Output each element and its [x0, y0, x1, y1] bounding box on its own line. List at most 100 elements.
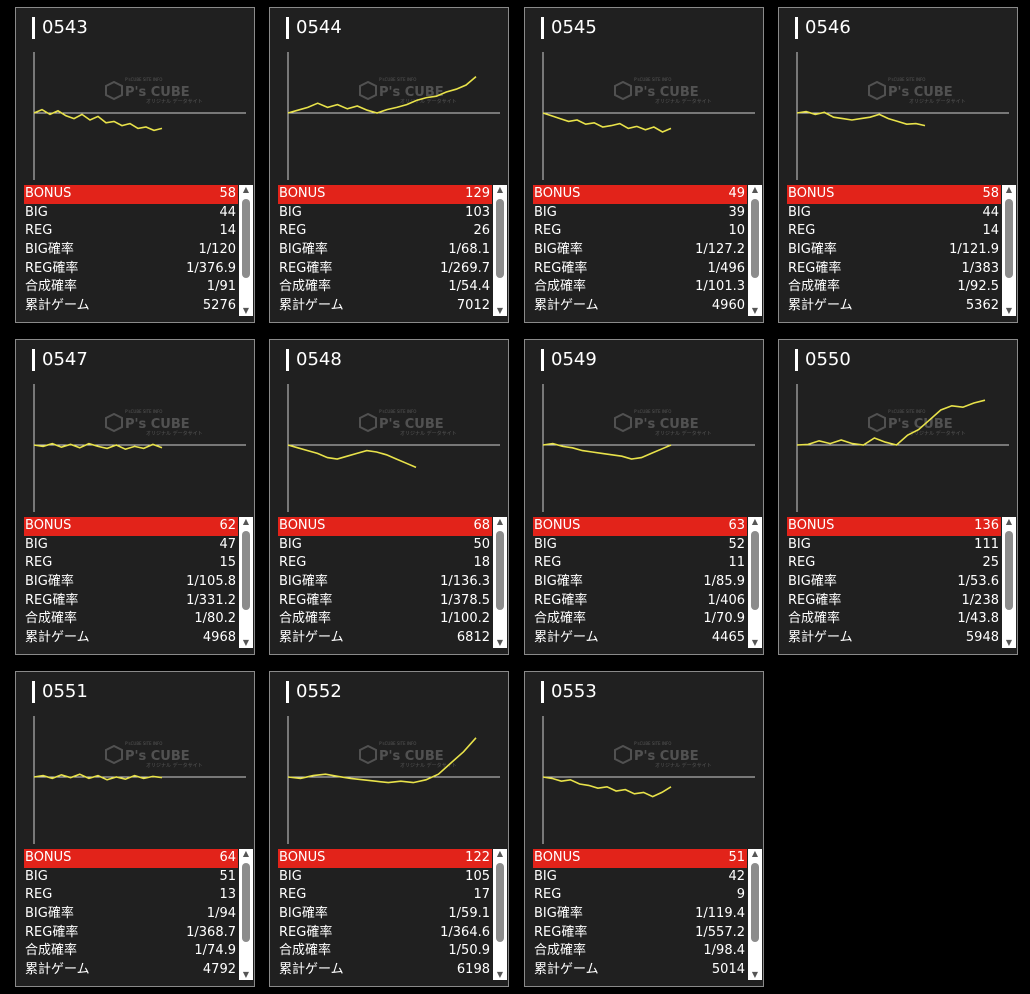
header-accent-bar	[541, 349, 544, 371]
scroll-down-icon[interactable]: ▼	[1005, 638, 1013, 647]
machine-card[interactable]: 0551 P'sCUBE SITE INFO P's CUBE オリジナル データサイ…	[15, 671, 255, 987]
stat-value: 6198	[456, 962, 490, 978]
scroll-down-icon[interactable]: ▼	[496, 638, 504, 647]
bonus-row: BONUS 58	[787, 185, 1001, 204]
scroll-up-icon[interactable]: ▲	[1005, 185, 1013, 194]
scroll-up-icon[interactable]: ▲	[242, 849, 250, 858]
scroll-thumb[interactable]	[496, 531, 504, 610]
stats-scrollbar[interactable]: ▲ ▼	[493, 849, 507, 980]
stats-scrollbar[interactable]: ▲ ▼	[239, 517, 253, 648]
reg-rate-row: REG確率 1/364.6	[278, 924, 492, 943]
scroll-thumb[interactable]	[751, 863, 759, 942]
total-rate-row: 合成確率 1/50.9	[278, 942, 492, 961]
scroll-thumb[interactable]	[242, 863, 250, 942]
stat-label: BIG	[25, 204, 48, 220]
machine-card[interactable]: 0544 P'sCUBE SITE INFO P's CUBE オリジナル データサイ…	[269, 7, 509, 323]
stats-scrollbar[interactable]: ▲ ▼	[1002, 185, 1016, 316]
scroll-down-icon[interactable]: ▼	[751, 306, 759, 315]
machine-card[interactable]: 0552 P'sCUBE SITE INFO P's CUBE オリジナル データサイ…	[269, 671, 509, 987]
scroll-up-icon[interactable]: ▲	[751, 849, 759, 858]
scroll-down-icon[interactable]: ▼	[242, 638, 250, 647]
scroll-thumb[interactable]	[751, 199, 759, 278]
stats-scrollbar[interactable]: ▲ ▼	[748, 517, 762, 648]
scroll-thumb[interactable]	[496, 199, 504, 278]
scroll-down-icon[interactable]: ▼	[751, 970, 759, 979]
big-row: BIG 52	[533, 536, 747, 555]
scroll-up-icon[interactable]: ▲	[242, 517, 250, 526]
stats-scrollbar[interactable]: ▲ ▼	[493, 517, 507, 648]
scroll-up-icon[interactable]: ▲	[1005, 517, 1013, 526]
stat-label: BIG確率	[25, 906, 74, 922]
machine-header: 0548	[286, 348, 342, 372]
stat-label: REG確率	[788, 592, 842, 608]
total-rate-row: 合成確率 1/70.9	[533, 610, 747, 629]
machine-number: 0544	[296, 17, 342, 38]
reg-rate-row: REG確率 1/331.2	[24, 592, 238, 611]
scroll-up-icon[interactable]: ▲	[751, 185, 759, 194]
big-row: BIG 47	[24, 536, 238, 555]
stats-scrollbar[interactable]: ▲ ▼	[748, 185, 762, 316]
machine-card[interactable]: 0543 P'sCUBE SITE INFO P's CUBE オリジナル データサイ…	[15, 7, 255, 323]
scroll-up-icon[interactable]: ▲	[751, 517, 759, 526]
scroll-down-icon[interactable]: ▼	[751, 638, 759, 647]
big-row: BIG 50	[278, 536, 492, 555]
scroll-thumb[interactable]	[1005, 531, 1013, 610]
stat-value: 7012	[456, 298, 490, 314]
scroll-down-icon[interactable]: ▼	[496, 970, 504, 979]
machine-card[interactable]: 0553 P'sCUBE SITE INFO P's CUBE オリジナル データサイ…	[524, 671, 764, 987]
watermark-sub: P'sCUBE SITE INFO	[125, 741, 162, 746]
slump-line	[287, 737, 477, 784]
stats-scrollbar[interactable]: ▲ ▼	[748, 849, 762, 980]
stat-value: 1/331.2	[186, 592, 236, 608]
header-accent-bar	[32, 681, 35, 703]
stat-value: 39	[728, 204, 745, 220]
stat-label: 合成確率	[788, 279, 841, 295]
stat-value: 11	[728, 555, 745, 571]
machine-number: 0543	[42, 17, 88, 38]
stat-value: 42	[728, 868, 745, 884]
scroll-thumb[interactable]	[751, 531, 759, 610]
stats-scrollbar[interactable]: ▲ ▼	[239, 849, 253, 980]
stat-label: 累計ゲーム	[788, 630, 853, 646]
machine-card[interactable]: 0550 P'sCUBE SITE INFO P's CUBE オリジナル データサイ…	[778, 339, 1018, 655]
machine-card[interactable]: 0547 P'sCUBE SITE INFO P's CUBE オリジナル データサイ…	[15, 339, 255, 655]
stats-scrollbar[interactable]: ▲ ▼	[239, 185, 253, 316]
cube-logo-icon	[868, 412, 886, 433]
scroll-up-icon[interactable]: ▲	[496, 517, 504, 526]
stat-value: 129	[465, 186, 490, 201]
big-row: BIG 39	[533, 204, 747, 223]
scroll-up-icon[interactable]: ▲	[496, 185, 504, 194]
scroll-thumb[interactable]	[496, 863, 504, 942]
stat-value: 122	[465, 850, 490, 865]
games-row: 累計ゲーム 6198	[278, 961, 492, 980]
scroll-thumb[interactable]	[242, 199, 250, 278]
scroll-thumb[interactable]	[242, 531, 250, 610]
stat-label: 合成確率	[279, 279, 332, 295]
cube-logo-icon	[868, 80, 886, 101]
scroll-thumb[interactable]	[1005, 199, 1013, 278]
watermark-brand: P's CUBE	[888, 85, 953, 100]
big-row: BIG 103	[278, 204, 492, 223]
machine-card[interactable]: 0546 P'sCUBE SITE INFO P's CUBE オリジナル データサイ…	[778, 7, 1018, 323]
scroll-down-icon[interactable]: ▼	[242, 970, 250, 979]
scroll-up-icon[interactable]: ▲	[496, 849, 504, 858]
scroll-up-icon[interactable]: ▲	[242, 185, 250, 194]
machine-card[interactable]: 0545 P'sCUBE SITE INFO P's CUBE オリジナル データサイ…	[524, 7, 764, 323]
stat-value: 58	[982, 186, 999, 201]
scroll-down-icon[interactable]: ▼	[496, 306, 504, 315]
machine-number: 0546	[805, 17, 851, 38]
cube-logo-icon	[105, 744, 123, 765]
games-row: 累計ゲーム 7012	[278, 297, 492, 316]
stats-scrollbar[interactable]: ▲ ▼	[1002, 517, 1016, 648]
scroll-down-icon[interactable]: ▼	[242, 306, 250, 315]
stat-value: 68	[473, 518, 490, 533]
stats-scrollbar[interactable]: ▲ ▼	[493, 185, 507, 316]
stat-value: 1/376.9	[186, 260, 236, 276]
stat-label: REG	[534, 887, 562, 903]
scroll-down-icon[interactable]: ▼	[1005, 306, 1013, 315]
reg-rate-row: REG確率 1/378.5	[278, 592, 492, 611]
machine-card[interactable]: 0548 P'sCUBE SITE INFO P's CUBE オリジナル データサイ…	[269, 339, 509, 655]
machine-card[interactable]: 0549 P'sCUBE SITE INFO P's CUBE オリジナル データサイ…	[524, 339, 764, 655]
stat-label: BONUS	[534, 186, 581, 201]
